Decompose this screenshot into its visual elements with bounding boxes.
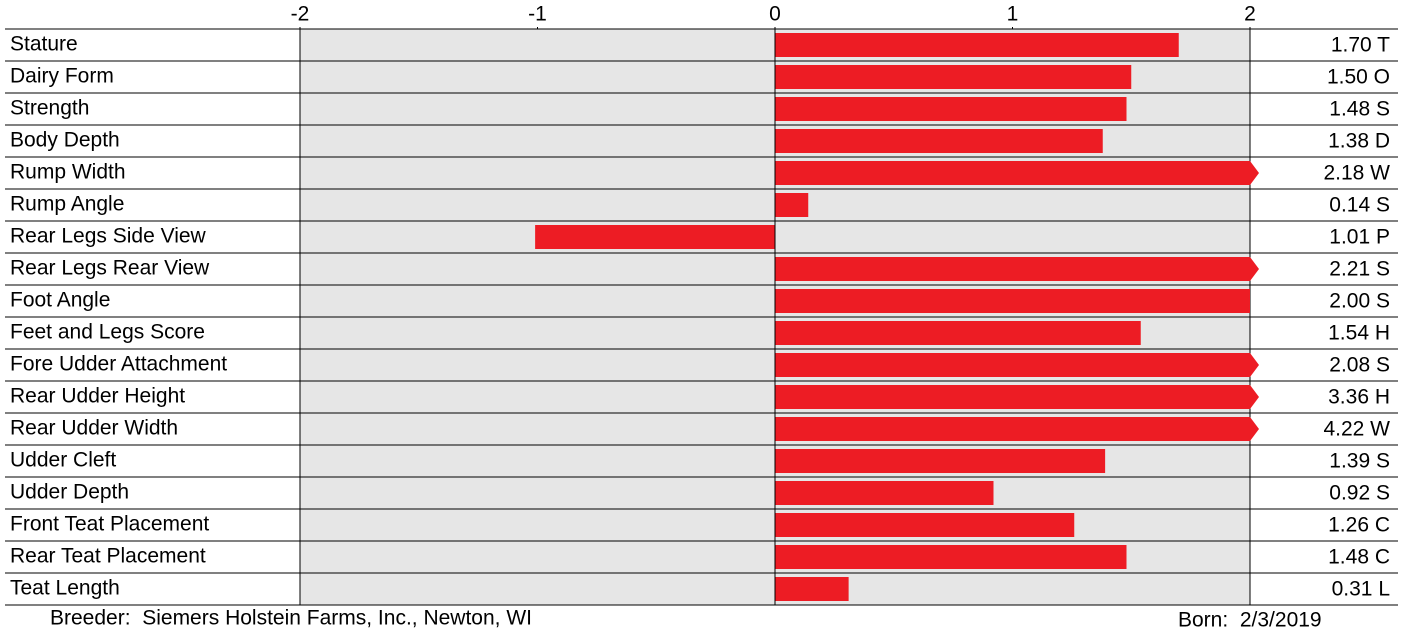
bar xyxy=(775,449,1106,473)
trait-label: Rear Legs Side View xyxy=(10,225,207,248)
value-label: 4.22 W xyxy=(1323,418,1390,441)
bar xyxy=(775,257,1259,281)
trait-label: Fore Udder Attachment xyxy=(10,353,227,376)
x-tick-label: -1 xyxy=(528,3,547,26)
trait-label: Rump Width xyxy=(10,161,126,184)
x-tick-label: -2 xyxy=(291,3,310,26)
bar xyxy=(775,545,1127,569)
breeder: Breeder: Siemers Holstein Farms, Inc., N… xyxy=(50,607,532,630)
bar xyxy=(775,353,1259,377)
bar xyxy=(775,161,1259,185)
bar xyxy=(775,385,1259,409)
bar xyxy=(775,417,1259,441)
value-label: 2.08 S xyxy=(1329,354,1390,377)
trait-label: Rump Angle xyxy=(10,193,124,216)
value-label: 1.48 S xyxy=(1329,98,1390,121)
value-label: 1.54 H xyxy=(1328,322,1390,345)
bar xyxy=(775,481,994,505)
trait-label: Dairy Form xyxy=(10,65,114,88)
born-date: Born: 2/3/2019 xyxy=(1178,609,1322,632)
trait-label: Stature xyxy=(10,33,78,56)
bar xyxy=(775,33,1179,57)
trait-label: Strength xyxy=(10,97,89,120)
value-label: 2.18 W xyxy=(1323,162,1390,185)
trait-label: Udder Depth xyxy=(10,481,129,504)
value-label: 1.01 P xyxy=(1329,226,1390,249)
value-label: 2.21 S xyxy=(1329,258,1390,281)
x-tick-label: 0 xyxy=(769,3,781,26)
value-label: 0.31 L xyxy=(1332,578,1390,601)
value-label: 1.50 O xyxy=(1327,66,1390,89)
trait-label: Rear Udder Width xyxy=(10,417,178,440)
value-label: 2.00 S xyxy=(1329,290,1390,313)
trait-label: Teat Length xyxy=(10,577,120,600)
trait-label: Front Teat Placement xyxy=(10,513,209,536)
value-label: 3.36 H xyxy=(1328,386,1390,409)
trait-label: Rear Udder Height xyxy=(10,385,185,408)
x-tick-label: 2 xyxy=(1244,3,1256,26)
trait-label: Udder Cleft xyxy=(10,449,116,472)
value-label: 1.38 D xyxy=(1328,130,1390,153)
trait-label: Feet and Legs Score xyxy=(10,321,205,344)
bar xyxy=(775,97,1127,121)
value-label: 0.14 S xyxy=(1329,194,1390,217)
bar xyxy=(775,65,1132,89)
trait-label: Rear Teat Placement xyxy=(10,545,206,568)
trait-label: Rear Legs Rear View xyxy=(10,257,210,280)
value-label: 1.70 T xyxy=(1331,34,1390,57)
value-label: 1.48 C xyxy=(1328,546,1390,569)
bar xyxy=(775,577,849,601)
trait-label: Body Depth xyxy=(10,129,120,152)
value-label: 0.92 S xyxy=(1329,482,1390,505)
x-tick-label: 1 xyxy=(1007,3,1019,26)
bar xyxy=(775,129,1103,153)
bar xyxy=(775,321,1141,345)
value-label: 1.26 C xyxy=(1328,514,1390,537)
bar xyxy=(775,193,809,217)
value-label: 1.39 S xyxy=(1329,450,1390,473)
bar xyxy=(775,513,1075,537)
bar xyxy=(775,289,1250,313)
trait-label: Foot Angle xyxy=(10,289,110,312)
bar xyxy=(535,225,775,249)
